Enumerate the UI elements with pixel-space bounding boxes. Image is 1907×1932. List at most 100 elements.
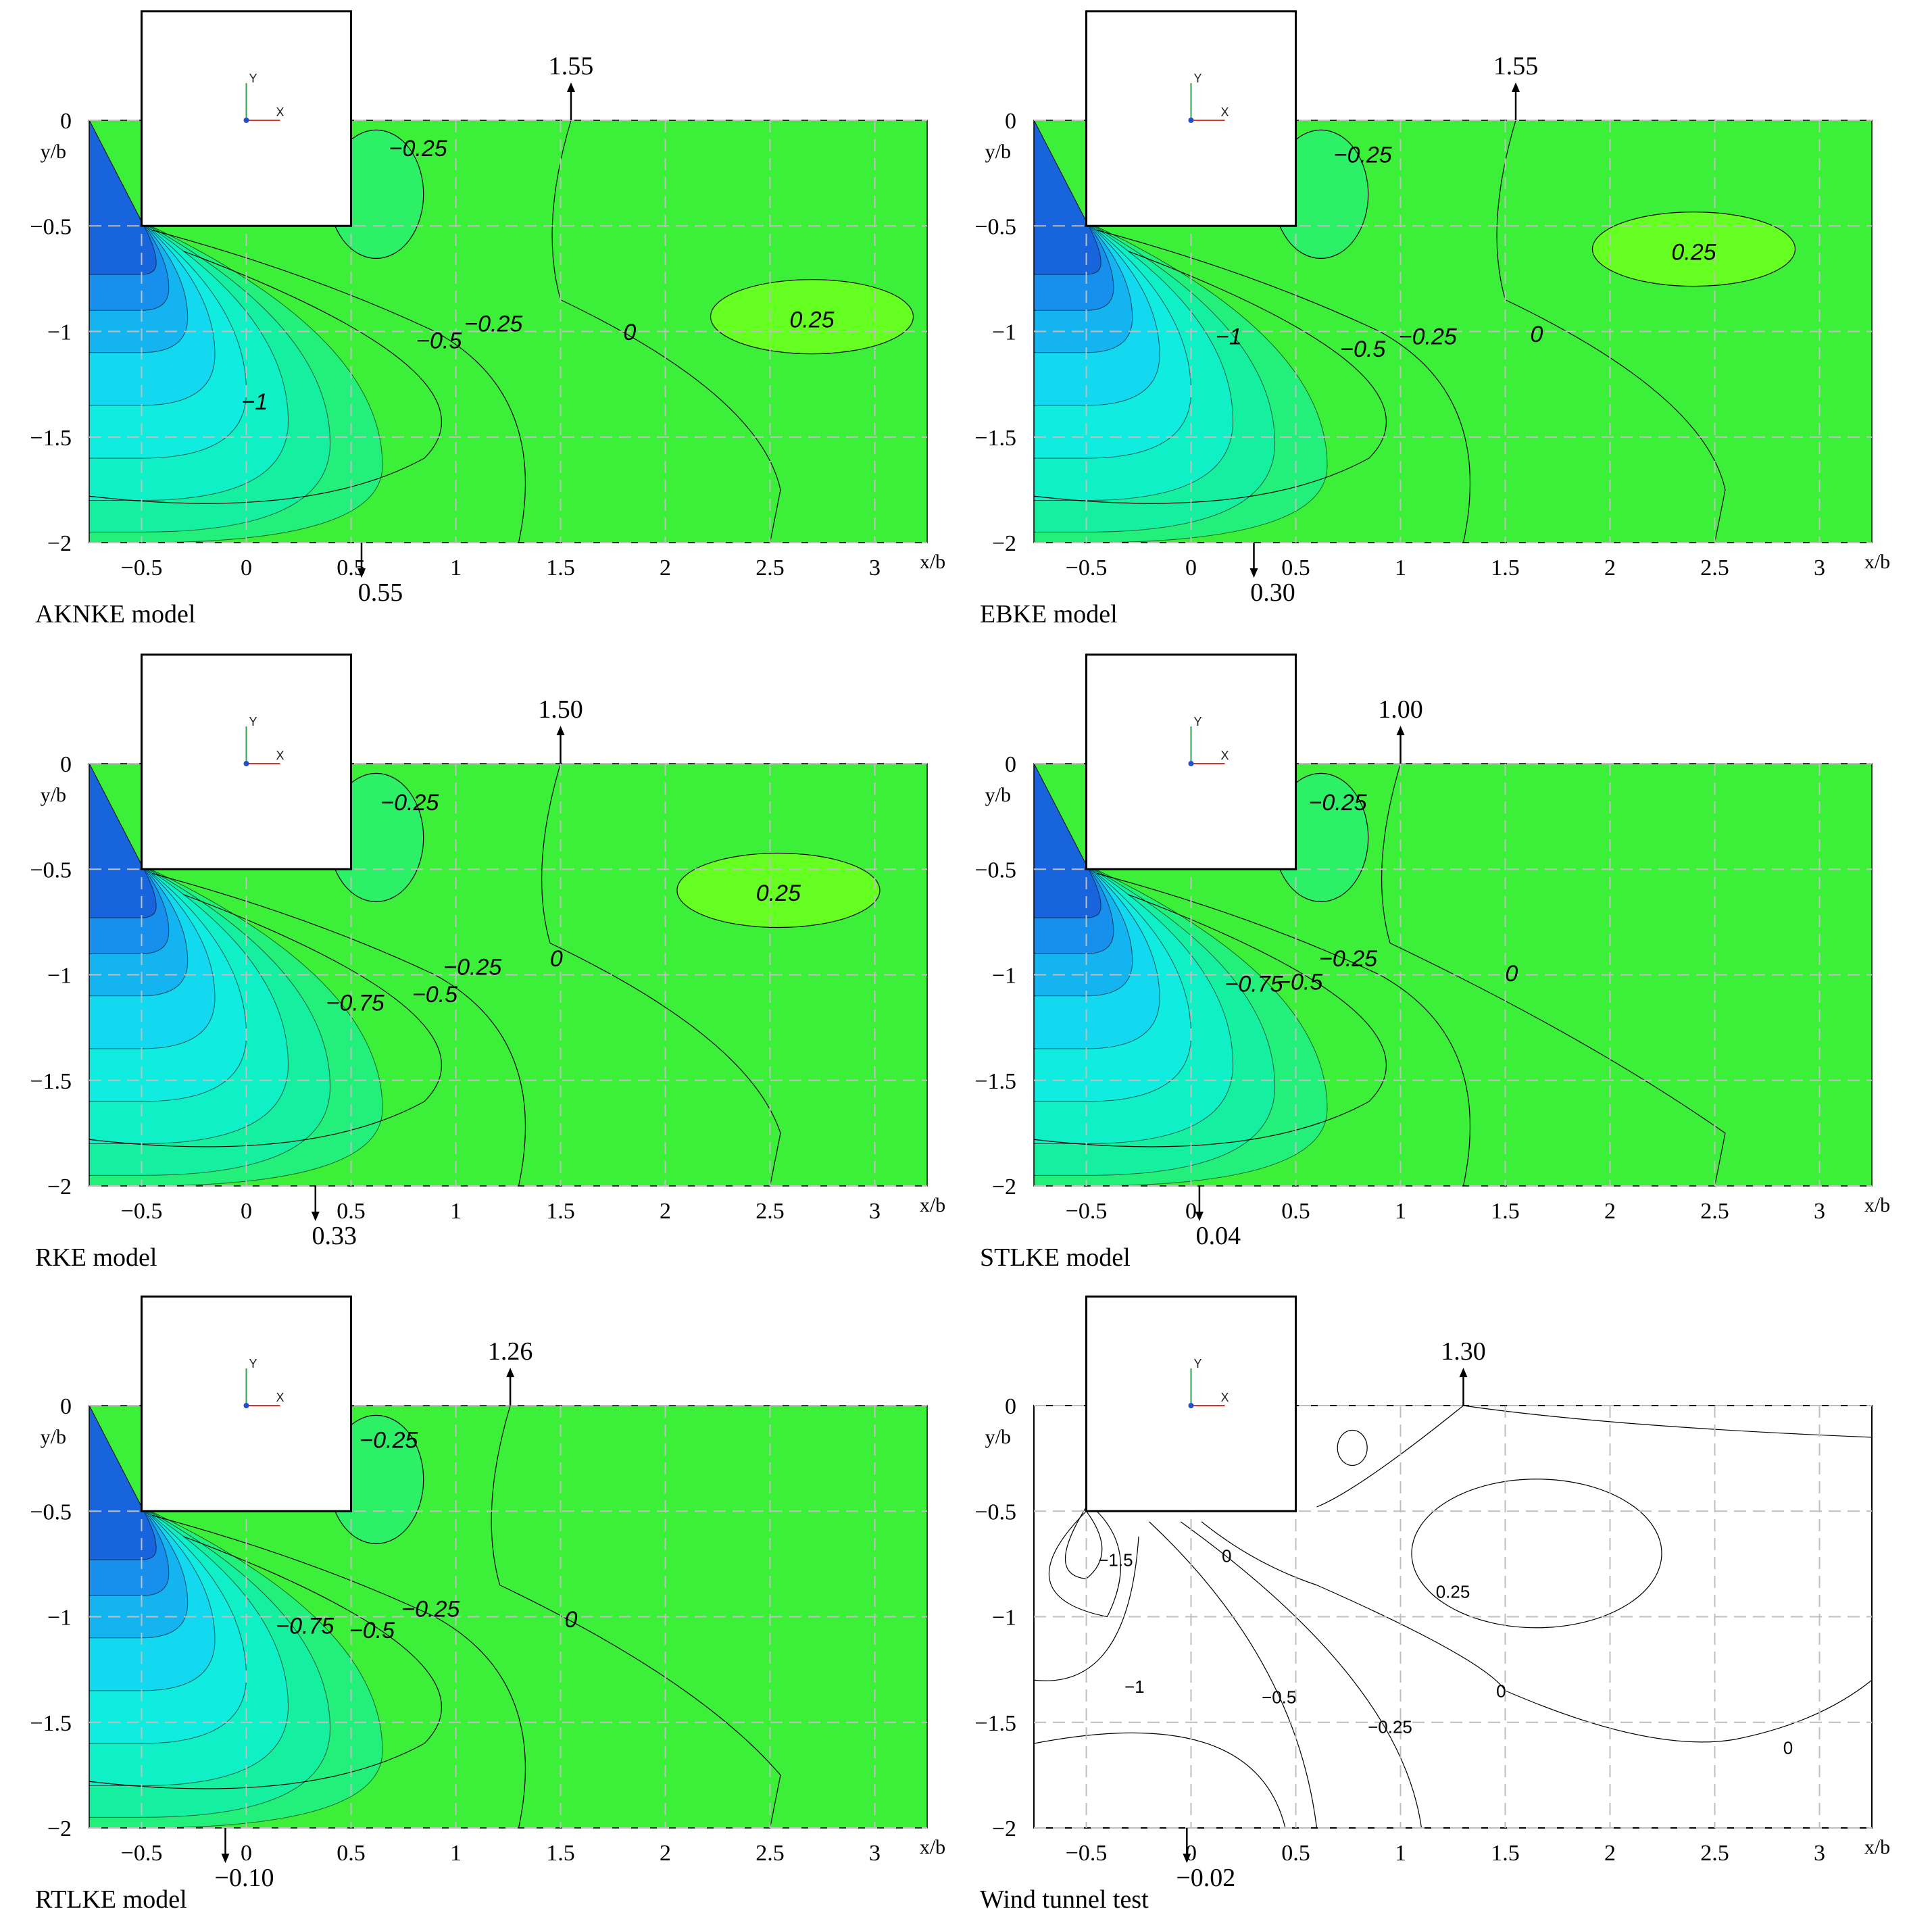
x-tick-label: −0.5 — [121, 1841, 163, 1866]
x-axis-symbol: X — [1221, 1391, 1229, 1404]
contour-line — [491, 1405, 781, 1829]
reattach-value-bottom: 0.55 — [358, 578, 403, 607]
reattach-value-bottom: −0.10 — [215, 1864, 274, 1892]
y-tick-label: −1.5 — [30, 426, 72, 451]
contour-label: −0.25 — [389, 136, 447, 162]
y-tick-label: −2 — [47, 1816, 72, 1841]
contour-label: −0.25 — [360, 1428, 418, 1454]
contour-band — [89, 763, 157, 918]
y-axis-label: y/b — [985, 1426, 1011, 1448]
contour-band — [89, 120, 157, 275]
x-tick-label: 1.5 — [546, 555, 575, 580]
x-tick-label: 2 — [660, 1841, 671, 1866]
y-axis-symbol: Y — [249, 715, 257, 728]
contour-label: −0.25 — [1368, 1716, 1412, 1737]
x-tick-label: 0.5 — [337, 555, 366, 580]
origin-dot — [243, 118, 249, 123]
x-axis-symbol: X — [1221, 105, 1229, 119]
reattach-value-top: 1.55 — [1493, 52, 1539, 80]
y-tick-label: −1 — [992, 320, 1016, 345]
y-tick-label: −2 — [992, 531, 1016, 556]
reattach-value-top: 1.55 — [549, 52, 594, 80]
reattach-value-top: 1.30 — [1441, 1337, 1486, 1366]
y-tick-label: 0 — [1005, 1394, 1016, 1419]
x-tick-label: 3 — [869, 1841, 881, 1866]
contour-line — [1033, 251, 1387, 504]
x-tick-label: 0 — [1185, 1199, 1197, 1224]
contour-label: −0.75 — [276, 1614, 334, 1639]
x-tick-label: 0.5 — [1281, 555, 1310, 580]
x-tick-label: 0 — [1185, 555, 1197, 580]
reattach-value-bottom: 0.33 — [312, 1222, 357, 1250]
panel-0: Y X −0.5 0 0.5 1 1.5 2 2.5 3 0 −0.5 −1 −1.5 −2 x/b y/b −0… — [30, 10, 945, 628]
x-tick-label: 3 — [1814, 1841, 1825, 1866]
x-tick-label: 0 — [241, 555, 252, 580]
x-tick-label: 1 — [450, 1841, 462, 1866]
x-tick-label: 3 — [869, 1199, 881, 1224]
contour-line — [89, 1536, 443, 1789]
contour-label: 0 — [1531, 322, 1543, 347]
contour-label: 0 — [1222, 1545, 1231, 1566]
contour-label: −0.5 — [1262, 1687, 1296, 1708]
x-axis-label: x/b — [920, 1836, 945, 1858]
contour-label: −0.5 — [1340, 337, 1385, 362]
contour-label: −0.25 — [443, 955, 501, 981]
reattach-value-top: 1.50 — [538, 695, 583, 724]
contour-line — [89, 894, 443, 1147]
positive-zone — [710, 279, 914, 355]
origin-dot — [1188, 118, 1194, 123]
reattach-arrowhead-top — [556, 726, 565, 735]
x-tick-label: −0.5 — [1066, 1199, 1108, 1224]
x-axis-symbol: X — [276, 105, 284, 119]
y-tick-label: 0 — [60, 1394, 72, 1419]
y-axis-symbol: Y — [249, 72, 257, 85]
contour-line — [1463, 1405, 1873, 1438]
origin-dot — [243, 761, 249, 766]
x-tick-label: 2.5 — [1700, 1841, 1729, 1866]
y-tick-label: −2 — [992, 1816, 1016, 1841]
x-tick-label: 2.5 — [756, 1199, 785, 1224]
contour-label: −1 — [1216, 324, 1242, 349]
panel-caption: AKNKE model — [35, 600, 195, 628]
y-tick-label: −1 — [992, 1606, 1016, 1631]
contour-line — [1180, 1521, 1422, 1829]
reattach-arrowhead-bottom — [311, 1212, 320, 1221]
reattach-arrowhead-bottom — [1249, 568, 1258, 578]
contour-label: 0 — [623, 320, 636, 345]
reattach-arrowhead-top — [1512, 82, 1520, 92]
contour-label: 0.25 — [1671, 239, 1716, 265]
reattach-arrowhead-bottom — [357, 568, 366, 578]
panel-5: Y X −0.5 0 0.5 1 1.5 2 2.5 3 0 −0.5 −1 −1.5 −2 x/b y/b −1… — [974, 1295, 1890, 1914]
y-tick-label: −1.5 — [974, 1711, 1016, 1736]
x-tick-label: 2 — [660, 555, 671, 580]
x-tick-label: 1.5 — [546, 1199, 575, 1224]
contour-label: 0 — [550, 946, 563, 972]
contour-label: 0 — [565, 1607, 578, 1633]
x-tick-label: 1.5 — [1491, 1841, 1520, 1866]
contour-label: 0 — [1496, 1681, 1506, 1701]
y-tick-label: −0.5 — [30, 1500, 72, 1525]
reattach-arrowhead-bottom — [1195, 1212, 1204, 1221]
y-axis-label: y/b — [985, 141, 1011, 163]
contour-label: −0.25 — [380, 790, 439, 816]
origin-dot — [243, 1403, 249, 1408]
contour-label: −0.25 — [1308, 790, 1366, 816]
x-tick-label: 3 — [1814, 555, 1825, 580]
contour-label: −0.5 — [416, 328, 462, 354]
reattach-arrowhead-top — [567, 82, 575, 92]
contour-label: −1 — [1124, 1677, 1145, 1697]
y-tick-label: 0 — [60, 752, 72, 777]
x-tick-label: 2.5 — [1700, 1199, 1729, 1224]
x-tick-label: 1 — [1395, 1199, 1406, 1224]
y-tick-label: −1.5 — [974, 426, 1016, 451]
reattach-arrowhead-top — [506, 1368, 515, 1377]
x-tick-label: 2 — [1604, 1199, 1616, 1224]
contour-line — [1381, 763, 1726, 1187]
x-tick-label: 1.5 — [1491, 1199, 1520, 1224]
x-tick-label: 2.5 — [756, 1841, 785, 1866]
y-axis-symbol: Y — [1194, 72, 1202, 85]
reattach-value-bottom: 0.04 — [1196, 1222, 1241, 1250]
y-tick-label: −0.5 — [974, 214, 1016, 239]
contour-label: −0.5 — [412, 982, 457, 1008]
